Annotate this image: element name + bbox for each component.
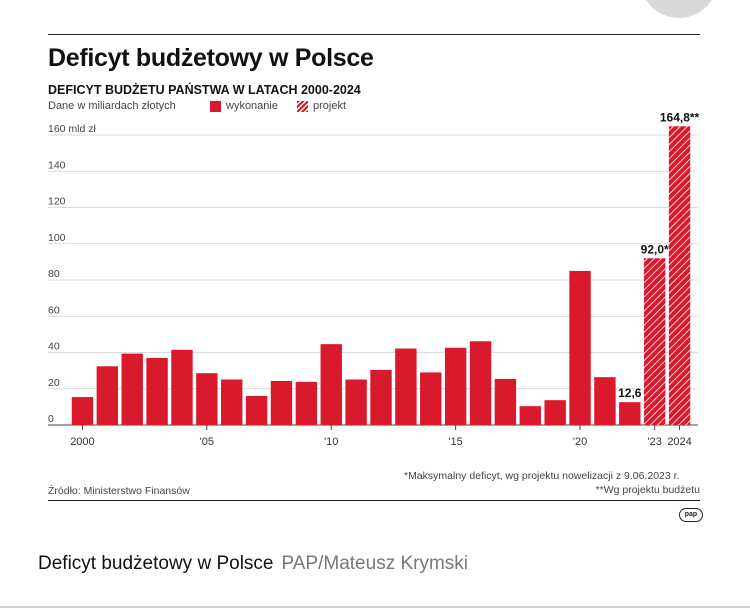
bar-2022 <box>619 402 641 425</box>
bar-2000 <box>71 397 94 425</box>
bar-2007 <box>245 396 268 425</box>
x-tick-label: '20 <box>573 436 587 448</box>
y-tick-label: 20 <box>48 377 60 389</box>
bar-2006 <box>221 379 243 425</box>
source-note: Źródło: Ministerstwo Finansów <box>48 485 190 497</box>
legend-item-hatched: projekt <box>297 100 346 112</box>
legend-swatch-hatched <box>297 100 308 112</box>
data-label: 12,6 <box>618 386 642 400</box>
x-tick-label: 2024 <box>667 436 691 448</box>
y-tick-label: 140 <box>48 159 66 171</box>
chart-subtitle: DEFICYT BUDŻETU PAŃSTWA W LATACH 2000-20… <box>48 83 361 97</box>
bar-2019 <box>544 400 566 425</box>
x-tick-label: '15 <box>448 436 462 448</box>
bar-2012 <box>370 369 392 425</box>
y-tick-label: 60 <box>48 304 60 316</box>
legend-label-hatched: projekt <box>313 100 347 112</box>
bar-2016 <box>469 341 492 425</box>
bar-2004 <box>171 349 193 425</box>
bar-2009 <box>295 381 318 425</box>
y-tick-label: 80 <box>48 268 60 280</box>
bar-2017 <box>494 378 517 425</box>
data-label: 92,0* <box>641 242 669 256</box>
bar-2010 <box>320 344 342 425</box>
bar-2002 <box>121 353 143 425</box>
bar-2018 <box>519 406 541 425</box>
bar-2011 <box>345 379 367 425</box>
legend-swatch-solid <box>210 100 221 112</box>
bar-2023 <box>643 258 666 425</box>
legend-item-solid: wykonanie <box>210 100 278 112</box>
bar-2014 <box>420 372 442 425</box>
y-tick-label: 0 <box>48 413 54 425</box>
bar-2005 <box>196 373 218 425</box>
bar-2003 <box>146 357 168 425</box>
y-tick-label: 160 mld zł <box>48 123 97 135</box>
pap-logo: pap <box>679 508 703 522</box>
image-caption: Deficyt budżetowy w Polsce PAP/Mateusz Kr… <box>38 553 468 575</box>
bar-2024 <box>668 126 691 426</box>
bar-chart: 0 20 40 60 80 100 120 140 160 mld zł 2000 '05 '10 '1… <box>48 110 700 448</box>
top-divider <box>48 34 700 35</box>
legend-label-solid: wykonanie <box>226 100 278 112</box>
bar-2021 <box>594 377 616 425</box>
bar-2001 <box>96 366 119 425</box>
bar-2015 <box>444 347 467 425</box>
bottom-gray-line <box>0 606 750 608</box>
bottom-divider <box>48 500 700 501</box>
x-tick-label: '23 <box>648 436 662 448</box>
caption-credit: PAP/Mateusz Krymski <box>281 553 469 574</box>
data-label: 164,8** <box>660 110 700 124</box>
footnote-one: *Maksymalny deficyt, wg projektu noweliz… <box>404 470 680 482</box>
bar-2008 <box>270 380 293 425</box>
bar-2020 <box>569 270 591 425</box>
y-tick-label: 120 <box>48 196 66 208</box>
footnote-two: **Wg projektu budżetu <box>595 484 700 496</box>
chart-title: Deficyt budżetowy w Polsce <box>48 44 374 72</box>
x-tick-label: 2000 <box>70 436 94 448</box>
caption-title: Deficyt budżetowy w Polsce <box>38 553 274 574</box>
bar-2013 <box>395 348 417 425</box>
units-label: Dane w miliardach złotych <box>48 100 176 112</box>
x-tick-label: '10 <box>324 436 338 448</box>
y-tick-label: 40 <box>48 341 60 353</box>
y-tick-label: 100 <box>48 232 66 244</box>
x-tick-label: '05 <box>200 436 214 448</box>
